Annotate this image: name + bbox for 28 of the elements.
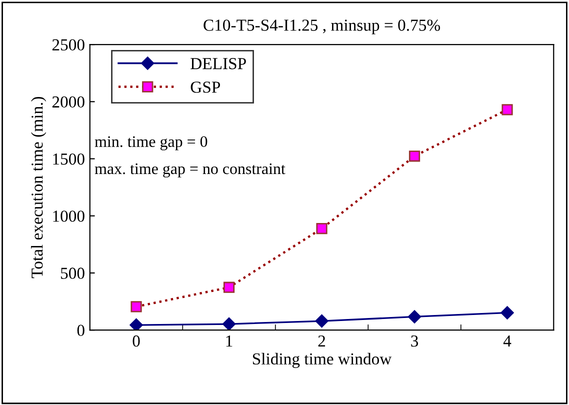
y-tick-label: 2000 xyxy=(52,96,84,108)
point xyxy=(130,301,142,312)
point xyxy=(408,150,420,162)
y-axis-title: Total execution time (min.) xyxy=(31,96,46,278)
legend-label: GSP xyxy=(190,82,220,93)
x-tick-label: 2 xyxy=(318,335,326,346)
x-tick-label: 4 xyxy=(503,336,512,346)
point xyxy=(500,306,514,320)
point xyxy=(130,318,143,330)
annotation: max. time gap = no constraint xyxy=(94,163,286,178)
legend-label: DELISP xyxy=(190,58,246,70)
y-tick-label: 1000 xyxy=(53,210,84,222)
point xyxy=(502,104,513,116)
point xyxy=(408,310,422,324)
point xyxy=(316,222,328,234)
point xyxy=(223,282,235,293)
x-tick-label: 1 xyxy=(226,336,232,346)
annotation: min. time gap = 0 xyxy=(94,136,208,150)
y-tick-label: 1500 xyxy=(53,153,84,165)
point xyxy=(315,314,328,328)
y-tick-label: 2500 xyxy=(52,39,84,50)
y-tick-label: 0 xyxy=(77,324,84,336)
chart-title: C10-T5-S4-I1.25 , minsup = 0.75% xyxy=(204,20,440,34)
x-tick-label: 3 xyxy=(411,335,418,347)
x-axis-title: Sliding time window xyxy=(252,352,392,368)
x-tick-label: 0 xyxy=(132,335,140,347)
point xyxy=(222,317,236,330)
y-tick-label: 500 xyxy=(61,268,84,279)
